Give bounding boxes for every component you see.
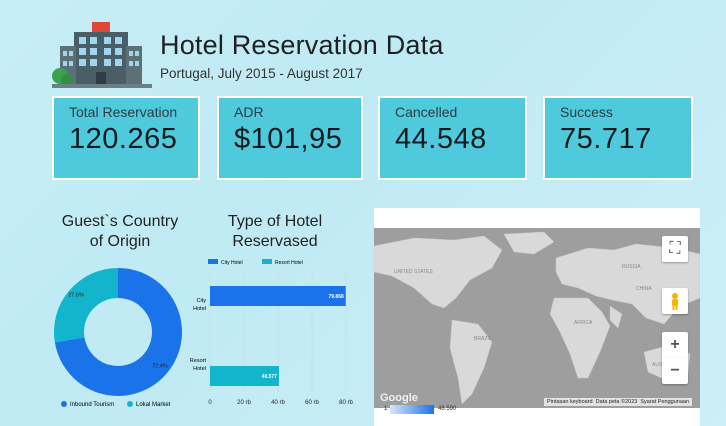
keyboard-shortcuts-link[interactable]: Pintasan keyboard <box>547 399 593 405</box>
legend-swatch-lokal <box>127 401 133 407</box>
donut-slice-label-inbound: 72,4% <box>152 364 168 370</box>
scale-max-label: 48.590 <box>438 406 457 412</box>
kpi-label: Total Reservation <box>69 104 178 120</box>
map-label-russia: RUSSIA <box>622 264 641 270</box>
donut-chart-title: Guest`s Country of Origin <box>40 212 200 252</box>
donut-title-line1: Guest`s Country <box>61 213 179 230</box>
map-label-china: CHINA <box>636 286 652 292</box>
legend-label-resort: Resort Hotel <box>275 260 303 266</box>
donut-chart: 72,4% 27,6% <box>54 268 183 396</box>
donut-legend: Inbound Tourism Lokal Market <box>61 401 171 408</box>
pegman-icon[interactable] <box>662 288 688 314</box>
map-label-brazil: BRAZIL <box>474 336 492 342</box>
map-label-usa: UNITED STATES <box>394 269 433 275</box>
bar-tick-label: 0 <box>208 400 212 406</box>
page-subtitle: Portugal, July 2015 - August 2017 <box>160 66 363 81</box>
kpi-value: 120.265 <box>69 123 178 155</box>
bar-category-city-line2: Hotel <box>193 306 206 312</box>
bar-category-resort-line1: Resort <box>190 358 207 364</box>
map-data-text: Data peta ©2023 <box>595 399 638 405</box>
bar-resort <box>210 366 279 386</box>
legend-label-lokal: Lokal Market <box>136 402 171 408</box>
legend-swatch-city <box>208 259 218 264</box>
color-scale-bar <box>390 405 434 414</box>
zoom-in-button[interactable]: + <box>662 332 688 358</box>
legend-label-inbound: Inbound Tourism <box>70 402 114 408</box>
legend-swatch-resort <box>262 259 272 264</box>
scale-min-label: 1 <box>384 406 388 412</box>
bar-value-label-city: 79.868 <box>328 294 344 300</box>
kpi-total-reservation: Total Reservation 120.265 <box>52 96 200 180</box>
bar-tick-label: 60 rb <box>305 400 319 406</box>
bar-tick-label: 80 rb <box>339 400 353 406</box>
kpi-value: $101,95 <box>234 123 343 155</box>
bar-chart-title: Type of Hotel Reservased <box>200 212 350 252</box>
kpi-label: ADR <box>234 104 264 120</box>
world-map-shape: UNITED STATES BRAZIL AFRICA RUSSIA CHINA… <box>374 231 700 405</box>
bar-city <box>210 286 346 306</box>
page-title: Hotel Reservation Data <box>160 30 444 60</box>
donut-slice-label-lokal: 27,6% <box>68 292 84 298</box>
bar-title-line2: Reservased <box>232 233 318 250</box>
kpi-value: 75.717 <box>560 123 652 155</box>
hotel-building-icon <box>52 22 152 88</box>
kpi-label: Cancelled <box>395 104 458 120</box>
kpi-adr: ADR $101,95 <box>217 96 363 180</box>
bar-tick-label: 20 rb <box>237 400 251 406</box>
map-label-africa: AFRICA <box>574 320 593 326</box>
bar-value-label-resort: 40.577 <box>262 374 278 380</box>
pegman-shape <box>672 293 678 310</box>
bar-tick-label: 40 rb <box>271 400 285 406</box>
terms-link[interactable]: Syarat Penggunaan <box>640 399 689 405</box>
bar-chart: City Hotel Resort Hotel City Hotel Resor… <box>190 259 353 406</box>
bar-category-resort-line2: Hotel <box>193 366 206 372</box>
kpi-label: Success <box>560 104 613 120</box>
bar-title-line1: Type of Hotel <box>227 213 323 230</box>
kpi-success: Success 75.717 <box>543 96 693 180</box>
zoom-out-button[interactable]: − <box>662 358 688 384</box>
map-attribution: Pintasan keyboard Data peta ©2023 Syarat… <box>544 398 692 406</box>
legend-swatch-inbound <box>61 401 67 407</box>
donut-title-line2: of Origin <box>89 233 151 250</box>
map-canvas[interactable]: UNITED STATES BRAZIL AFRICA RUSSIA CHINA… <box>374 228 700 408</box>
kpi-value: 44.548 <box>395 123 487 155</box>
kpi-cancelled: Cancelled 44.548 <box>378 96 527 180</box>
donut-slice-inbound <box>54 268 183 396</box>
google-logo: Google <box>380 392 418 404</box>
bar-category-city-line1: City <box>197 298 207 304</box>
donut-slice-lokal <box>54 268 118 343</box>
legend-label-city: City Hotel <box>221 260 243 266</box>
fullscreen-button[interactable]: ⛶ <box>662 236 688 262</box>
geo-map[interactable]: UNITED STATES BRAZIL AFRICA RUSSIA CHINA… <box>374 208 700 426</box>
